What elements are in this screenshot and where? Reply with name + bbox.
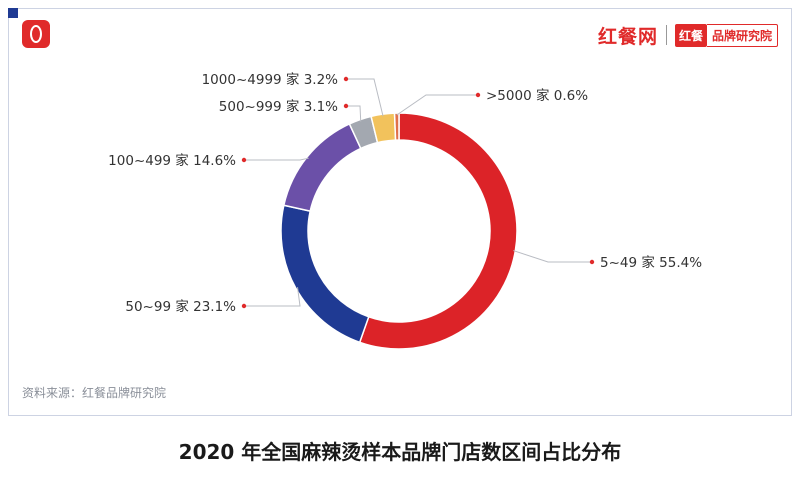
- logo-icon: [22, 20, 50, 48]
- leader-dot-5-49: [589, 259, 595, 265]
- chart-title: 2020 年全国麻辣烫样本品牌门店数区间占比分布: [178, 440, 622, 464]
- slice-label-100-499: 100~499 家 14.6%: [108, 152, 236, 169]
- brand-area: 红餐网 红餐 品牌研究院: [598, 22, 778, 48]
- slice-label-5-49: 5~49 家 55.4%: [600, 254, 702, 271]
- slice-label-50-99: 50~99 家 23.1%: [125, 298, 236, 315]
- brand-name: 红餐网: [597, 25, 658, 48]
- leader-line-5-49: [513, 250, 592, 263]
- leader-dot-1000-4999: [343, 76, 349, 82]
- slice-label-5000: >5000 家 0.6%: [486, 87, 588, 104]
- slice-label-1000-4999: 1000~4999 家 3.2%: [202, 71, 339, 88]
- leader-dot-50-99: [241, 303, 247, 309]
- leader-dot-500-999: [343, 103, 349, 109]
- leader-dot-100-499: [241, 157, 247, 163]
- brand-badge-text: 品牌研究院: [706, 23, 778, 47]
- leader-line-5000: [396, 94, 478, 116]
- brand-badge-mark: 红餐: [674, 23, 707, 47]
- slice-50-99: [280, 204, 370, 344]
- slice-5000: [393, 112, 400, 141]
- leader-line-100-499: [244, 157, 309, 161]
- corner-mark: [8, 8, 18, 18]
- slice-label-500-999: 500~999 家 3.1%: [219, 98, 338, 115]
- leader-line-50-99: [244, 287, 301, 307]
- source-note: 资料来源：红餐品牌研究院: [22, 386, 167, 400]
- slice-100-499: [282, 122, 362, 213]
- brand-divider: [665, 25, 667, 45]
- leader-dot-5000: [475, 92, 481, 98]
- leader-line-500-999: [346, 105, 362, 122]
- leader-line-1000-4999: [346, 78, 384, 117]
- slice-5-49: [358, 112, 518, 350]
